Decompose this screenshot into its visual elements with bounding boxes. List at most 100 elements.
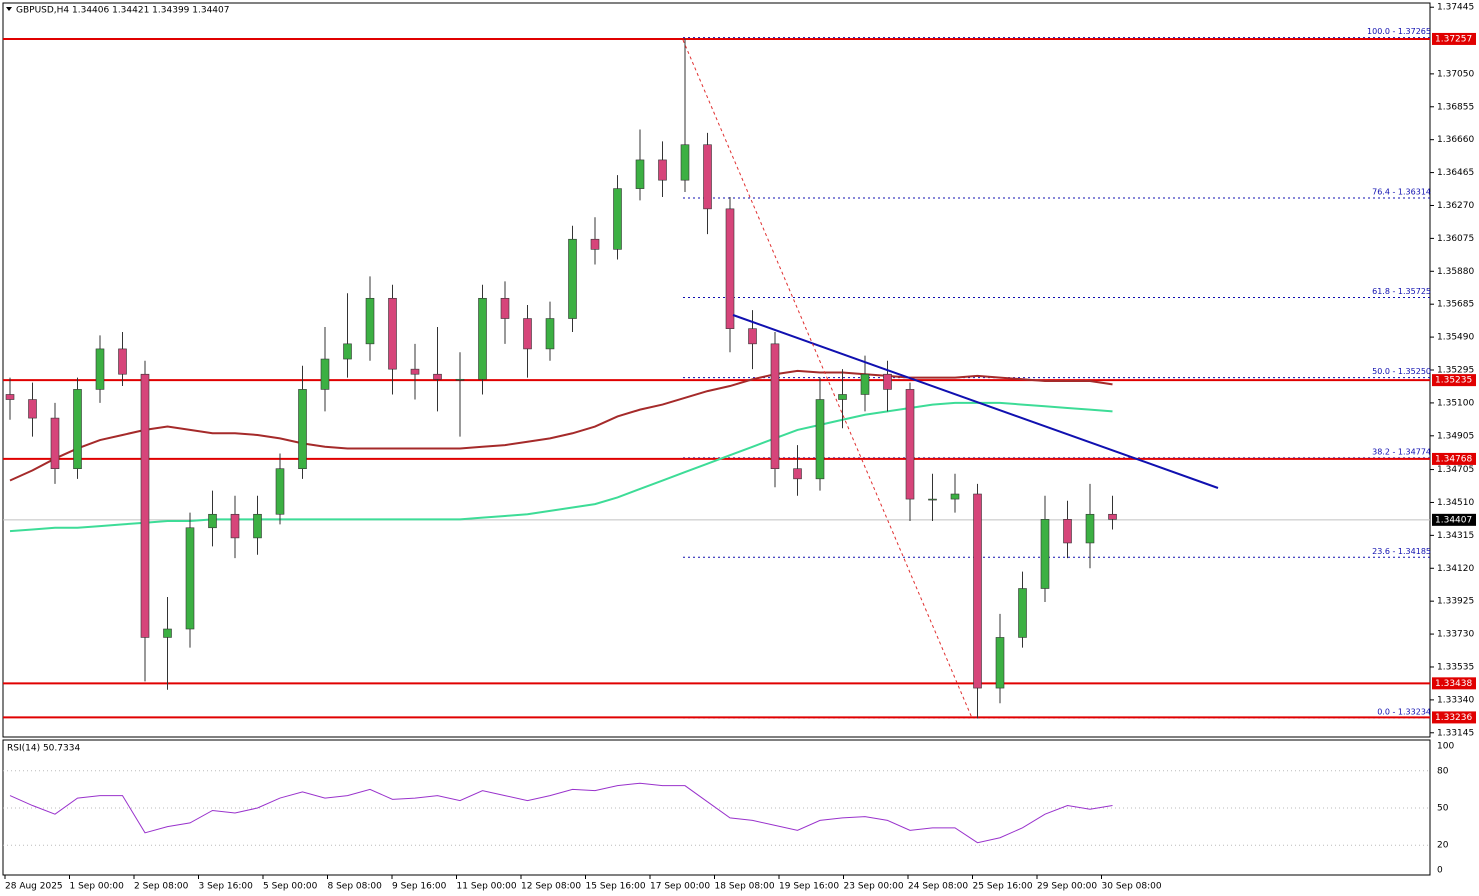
- y-tick-label: 1.34905: [1437, 431, 1474, 441]
- candle-body: [5, 394, 15, 400]
- y-tick-label: 1.34510: [1437, 498, 1474, 508]
- rsi-line: [9, 782, 1113, 844]
- current-price-box: [1432, 513, 1476, 526]
- y-tick-label: 1.36270: [1437, 201, 1474, 211]
- y-tick-label: 1.37445: [1437, 3, 1474, 13]
- candle-body: [950, 493, 960, 500]
- y-tick-label: 1.35100: [1437, 398, 1474, 408]
- x-tick-label: 29 Sep 00:00: [1037, 882, 1097, 892]
- candle-body: [365, 297, 375, 345]
- candle-body: [163, 628, 172, 638]
- candle-body: [1108, 513, 1117, 520]
- candle-body: [388, 297, 397, 370]
- level-label: 1.33236: [1435, 713, 1472, 723]
- rsi-tick-label: 0: [1437, 866, 1443, 876]
- fib-label: 76.4 - 1.36314: [1372, 188, 1431, 197]
- candle-body: [185, 527, 195, 630]
- fib-label: 100.0 - 1.37265: [1367, 27, 1431, 36]
- x-tick-label: 8 Sep 08:00: [328, 882, 383, 892]
- rsi-tick-label: 100: [1437, 742, 1454, 752]
- level-box: [1432, 32, 1476, 45]
- level-box: [1432, 374, 1476, 387]
- candle-body: [523, 318, 532, 350]
- candle-body: [883, 373, 892, 390]
- y-tick-label: 1.34315: [1437, 531, 1474, 541]
- fib-label: 61.8 - 1.35725: [1372, 287, 1431, 296]
- moving-average: [9, 401, 1113, 533]
- candle-body: [770, 343, 780, 470]
- y-tick-label: 1.35295: [1437, 366, 1474, 376]
- candle-body: [703, 144, 712, 210]
- level-label: 1.33438: [1435, 679, 1472, 689]
- candle-body: [478, 297, 487, 380]
- candle-body: [860, 373, 870, 395]
- y-tick-label: 1.36855: [1437, 102, 1474, 112]
- level-box: [1432, 677, 1476, 690]
- candle-body: [275, 468, 285, 515]
- rsi-tick-label: 20: [1437, 841, 1449, 851]
- y-tick-label: 1.33925: [1437, 597, 1474, 607]
- candle-body: [455, 378, 465, 381]
- level-label: 1.35235: [1435, 376, 1472, 386]
- current-price-label: 1.34407: [1435, 515, 1472, 525]
- candle-body: [500, 297, 510, 319]
- candle-body: [140, 373, 150, 638]
- x-tick-label: 2 Sep 08:00: [134, 882, 189, 892]
- y-tick-label: 1.35490: [1437, 333, 1474, 343]
- candle-body: [1040, 519, 1050, 589]
- x-tick-label: 15 Sep 16:00: [586, 882, 646, 892]
- candle-body: [95, 348, 105, 390]
- x-tick-label: 18 Sep 08:00: [715, 882, 775, 892]
- x-tick-label: 1 Sep 00:00: [70, 882, 125, 892]
- candle-body: [410, 368, 420, 375]
- y-tick-label: 1.33340: [1437, 695, 1474, 705]
- y-tick-label: 1.35685: [1437, 300, 1474, 310]
- candle-body: [50, 417, 60, 470]
- candle-body: [995, 637, 1005, 689]
- x-tick-label: 17 Sep 00:00: [650, 882, 710, 892]
- y-tick-label: 1.34705: [1437, 465, 1474, 475]
- candle-body: [28, 399, 37, 419]
- x-tick-label: 5 Sep 00:00: [263, 882, 318, 892]
- y-tick-label: 1.34120: [1437, 564, 1474, 574]
- y-tick-label: 1.36075: [1437, 234, 1474, 244]
- candle-body: [568, 238, 577, 319]
- rsi-tick-label: 50: [1437, 804, 1449, 814]
- x-tick-label: 30 Sep 08:00: [1102, 882, 1162, 892]
- candle-body: [253, 513, 262, 539]
- candle-body: [613, 188, 622, 250]
- x-tick-label: 3 Sep 16:00: [199, 882, 254, 892]
- candle-body: [973, 493, 982, 689]
- y-tick-label: 1.35880: [1437, 267, 1474, 277]
- fib-label: 38.2 - 1.34774: [1372, 447, 1431, 456]
- candle-body: [658, 159, 667, 181]
- x-tick-label: 11 Sep 00:00: [457, 882, 517, 892]
- candle-body: [1063, 519, 1072, 544]
- candle-body: [680, 144, 690, 181]
- menu-arrow: [6, 7, 12, 11]
- x-tick-label: 12 Sep 08:00: [521, 882, 581, 892]
- x-tick-label: 9 Sep 16:00: [392, 882, 447, 892]
- candle-body: [433, 373, 442, 380]
- candle-body: [545, 318, 555, 350]
- level-box: [1432, 452, 1476, 465]
- candle-body: [1018, 588, 1027, 638]
- candle-body: [343, 343, 352, 360]
- candle-body: [298, 389, 307, 470]
- fib-line: [682, 39, 973, 719]
- main-panel: [2, 2, 1431, 738]
- level-label: 1.34768: [1435, 454, 1472, 464]
- candle-body: [230, 513, 240, 539]
- candle-body: [590, 238, 600, 250]
- candle-body: [635, 159, 645, 189]
- fib-label: 50.0 - 1.35250: [1372, 367, 1431, 376]
- candle-body: [905, 389, 915, 500]
- rsi-tick-label: 80: [1437, 766, 1449, 776]
- candle-body: [725, 208, 735, 329]
- candle-body: [1085, 513, 1095, 544]
- y-tick-label: 1.33145: [1437, 728, 1474, 738]
- candle-body: [793, 468, 802, 480]
- candle-body: [815, 399, 825, 480]
- y-tick-label: 1.36660: [1437, 135, 1474, 145]
